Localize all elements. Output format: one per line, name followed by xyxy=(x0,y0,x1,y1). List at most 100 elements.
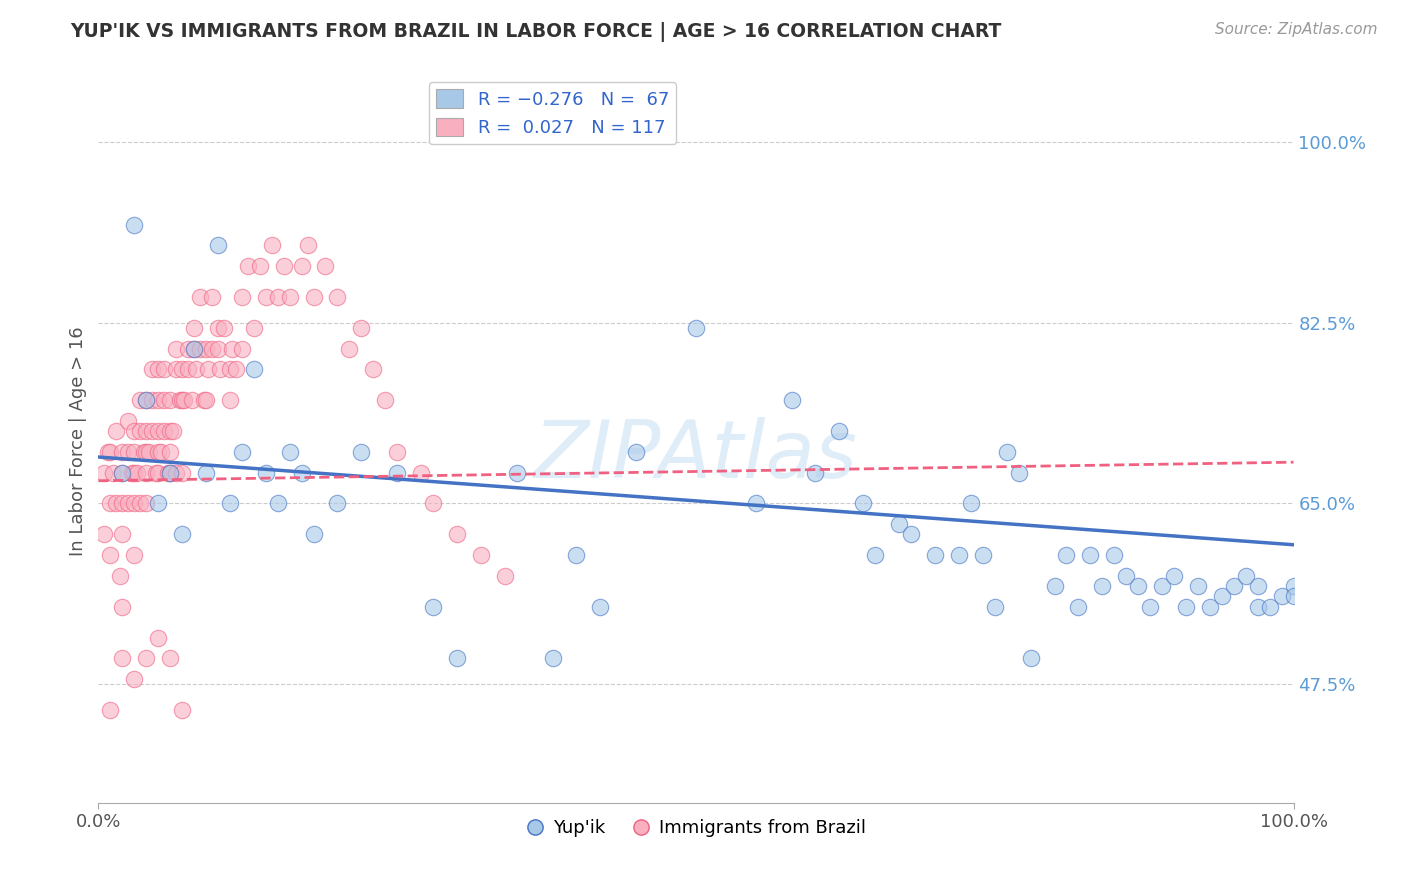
Point xyxy=(183,342,205,356)
Point xyxy=(197,362,219,376)
Point xyxy=(291,466,314,480)
Point xyxy=(1091,579,1114,593)
Point xyxy=(1163,568,1185,582)
Point xyxy=(111,466,134,480)
Point xyxy=(195,393,218,408)
Point xyxy=(1187,579,1209,593)
Point xyxy=(173,393,195,408)
Point xyxy=(135,424,157,438)
Point xyxy=(93,466,115,480)
Point xyxy=(326,290,349,304)
Point xyxy=(93,527,115,541)
Point xyxy=(98,703,122,717)
Point xyxy=(159,445,181,459)
Point xyxy=(172,362,194,376)
Point xyxy=(1247,599,1270,614)
Point xyxy=(201,342,224,356)
Point xyxy=(124,218,146,232)
Point xyxy=(186,362,208,376)
Point xyxy=(148,496,170,510)
Point xyxy=(165,342,187,356)
Point xyxy=(141,424,163,438)
Point xyxy=(589,599,612,614)
Point xyxy=(1019,651,1042,665)
Point xyxy=(1282,590,1305,604)
Point xyxy=(339,342,361,356)
Legend: Yup'ik, Immigrants from Brazil: Yup'ik, Immigrants from Brazil xyxy=(519,812,873,845)
Point xyxy=(219,393,242,408)
Point xyxy=(273,259,295,273)
Point xyxy=(111,527,134,541)
Point xyxy=(231,342,253,356)
Point xyxy=(231,445,253,459)
Point xyxy=(1271,590,1294,604)
Point xyxy=(121,466,143,480)
Point xyxy=(145,466,167,480)
Point xyxy=(267,290,290,304)
Point xyxy=(207,321,229,335)
Point xyxy=(207,342,229,356)
Point xyxy=(1234,568,1257,582)
Point xyxy=(291,259,314,273)
Point xyxy=(422,496,444,510)
Point xyxy=(169,393,191,408)
Point xyxy=(780,393,803,408)
Point xyxy=(98,548,122,562)
Point xyxy=(149,445,172,459)
Point xyxy=(1199,599,1222,614)
Point xyxy=(828,424,851,438)
Point xyxy=(446,527,468,541)
Point xyxy=(422,599,444,614)
Point xyxy=(135,496,157,510)
Point xyxy=(470,548,492,562)
Point xyxy=(97,445,120,459)
Point xyxy=(148,424,170,438)
Point xyxy=(111,651,134,665)
Point xyxy=(135,651,157,665)
Point xyxy=(506,466,529,480)
Point xyxy=(111,496,134,510)
Point xyxy=(124,445,146,459)
Point xyxy=(111,445,134,459)
Point xyxy=(995,445,1018,459)
Point xyxy=(260,238,283,252)
Point xyxy=(135,393,157,408)
Point xyxy=(183,321,205,335)
Point xyxy=(183,342,205,356)
Point xyxy=(101,466,124,480)
Point xyxy=(243,362,266,376)
Point xyxy=(865,548,887,562)
Point xyxy=(124,548,146,562)
Point xyxy=(129,496,152,510)
Point xyxy=(165,466,187,480)
Point xyxy=(236,259,259,273)
Point xyxy=(177,342,200,356)
Point xyxy=(201,290,224,304)
Point xyxy=(1247,579,1270,593)
Point xyxy=(1008,466,1031,480)
Point xyxy=(124,672,146,686)
Point xyxy=(1056,548,1078,562)
Point xyxy=(124,466,146,480)
Point xyxy=(212,321,235,335)
Point xyxy=(188,290,211,304)
Point xyxy=(148,445,170,459)
Point xyxy=(1104,548,1126,562)
Point xyxy=(804,466,827,480)
Point xyxy=(138,445,160,459)
Point xyxy=(852,496,875,510)
Point xyxy=(153,393,176,408)
Point xyxy=(948,548,970,562)
Point xyxy=(162,424,184,438)
Point xyxy=(385,445,409,459)
Point xyxy=(180,393,202,408)
Point xyxy=(135,445,157,459)
Point xyxy=(626,445,648,459)
Point xyxy=(1139,599,1161,614)
Point xyxy=(153,424,176,438)
Point xyxy=(254,466,277,480)
Point xyxy=(900,527,922,541)
Point xyxy=(159,651,181,665)
Point xyxy=(243,321,266,335)
Point xyxy=(1152,579,1174,593)
